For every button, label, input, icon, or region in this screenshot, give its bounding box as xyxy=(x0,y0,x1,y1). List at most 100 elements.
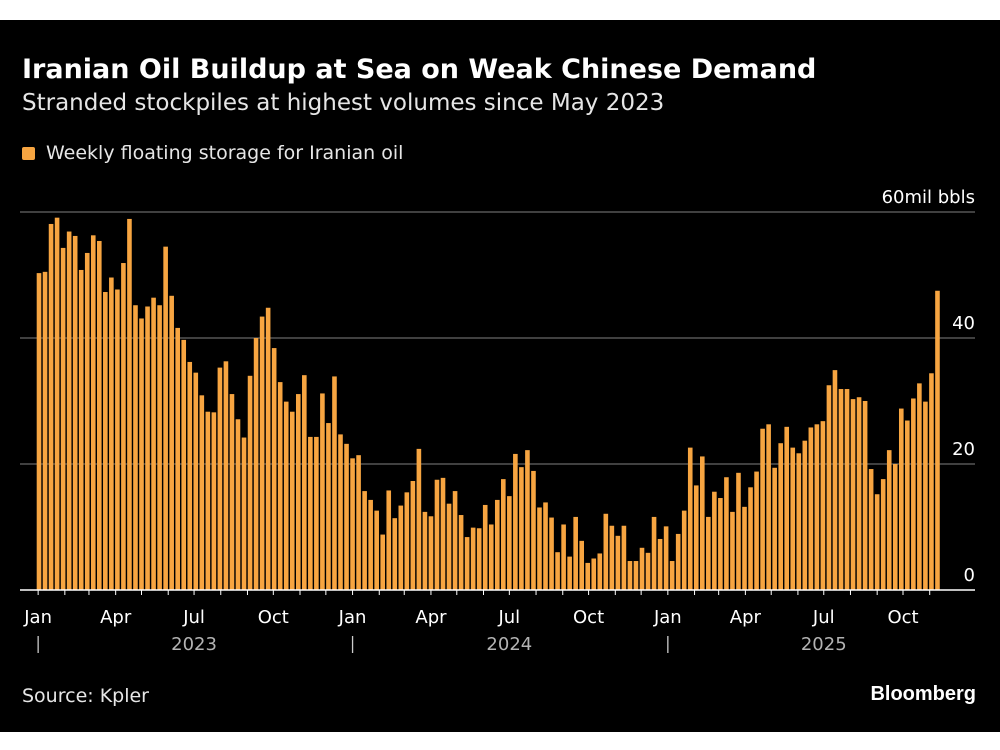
bar xyxy=(320,393,325,590)
bar xyxy=(712,491,717,590)
bar xyxy=(808,427,814,590)
x-tick-label: Oct xyxy=(573,607,604,628)
bar xyxy=(718,498,723,590)
bar xyxy=(645,552,651,590)
bar xyxy=(271,348,277,590)
bar xyxy=(892,464,898,590)
bar xyxy=(844,389,850,590)
bar xyxy=(422,511,428,590)
x-tick-label: Apr xyxy=(730,607,762,628)
x-tick-label: Oct xyxy=(887,607,918,628)
bar xyxy=(54,217,60,591)
bar xyxy=(651,516,657,590)
x-tick-label: Jan xyxy=(653,607,682,628)
bar xyxy=(265,307,271,590)
bar xyxy=(862,401,868,590)
y-tick-label: 0 xyxy=(964,565,975,586)
bar xyxy=(488,524,494,590)
bar xyxy=(181,339,187,590)
bar xyxy=(802,440,808,590)
bar xyxy=(277,382,283,590)
bar xyxy=(434,479,440,590)
bar xyxy=(856,397,862,590)
bar xyxy=(326,423,331,590)
bar xyxy=(687,447,693,590)
bar xyxy=(66,231,72,590)
bar xyxy=(494,499,500,590)
bar xyxy=(929,373,934,590)
bar xyxy=(145,306,150,590)
bar xyxy=(97,240,102,591)
bar xyxy=(501,479,506,590)
bar xyxy=(669,561,675,590)
bar xyxy=(886,450,892,590)
bar xyxy=(826,385,832,590)
bar xyxy=(525,450,530,590)
bar xyxy=(289,411,295,590)
bar xyxy=(151,297,156,590)
bar xyxy=(157,305,162,590)
bar xyxy=(380,534,386,590)
chart-panel: Iranian Oil Buildup at Sea on Weak Chine… xyxy=(0,20,1000,732)
bar xyxy=(476,528,482,590)
bar xyxy=(621,525,627,590)
bar xyxy=(247,375,253,590)
bar xyxy=(754,471,759,590)
bar xyxy=(730,511,735,590)
x-tick-label: Jan xyxy=(338,607,367,628)
bar xyxy=(60,247,66,590)
bar xyxy=(139,318,144,590)
bar xyxy=(531,470,536,590)
bar xyxy=(549,517,554,590)
bar xyxy=(175,327,180,590)
bar xyxy=(681,510,687,590)
bar xyxy=(398,505,404,590)
bar xyxy=(308,436,313,590)
bar xyxy=(36,273,42,590)
legend-swatch xyxy=(22,146,35,160)
bar xyxy=(211,412,217,590)
bar xyxy=(193,372,199,590)
bar xyxy=(121,263,126,590)
bar xyxy=(760,428,765,590)
bar xyxy=(923,401,928,590)
bar xyxy=(199,395,205,590)
bar xyxy=(579,540,584,590)
bar xyxy=(784,426,790,590)
x-tick-label: Oct xyxy=(258,607,289,628)
bar xyxy=(332,376,337,590)
legend-label: Weekly floating storage for Iranian oil xyxy=(46,142,404,164)
bar xyxy=(591,558,597,590)
bar xyxy=(428,516,434,590)
bar xyxy=(229,394,235,590)
y-tick-label: 20 xyxy=(952,439,975,460)
bar xyxy=(386,490,392,590)
bar xyxy=(410,481,416,590)
year-label: 2024 xyxy=(486,634,532,655)
bar xyxy=(302,375,307,590)
bar xyxy=(446,503,452,590)
bar xyxy=(163,246,168,590)
bar xyxy=(561,524,566,590)
bar xyxy=(772,467,777,590)
year-label: 2025 xyxy=(801,634,847,655)
bar xyxy=(724,477,729,590)
bar xyxy=(78,269,84,590)
bar xyxy=(223,361,229,590)
bar xyxy=(362,491,367,590)
bar xyxy=(657,538,663,590)
bar xyxy=(639,547,645,590)
bar xyxy=(42,271,48,590)
bar xyxy=(470,527,476,590)
bar xyxy=(458,515,464,590)
bar xyxy=(440,477,446,590)
bar xyxy=(555,552,560,590)
bar xyxy=(452,491,458,590)
bar xyxy=(72,235,78,590)
bar xyxy=(633,561,639,590)
bar xyxy=(850,399,856,590)
bar xyxy=(133,305,138,590)
bar xyxy=(283,401,289,590)
bar xyxy=(603,513,609,590)
